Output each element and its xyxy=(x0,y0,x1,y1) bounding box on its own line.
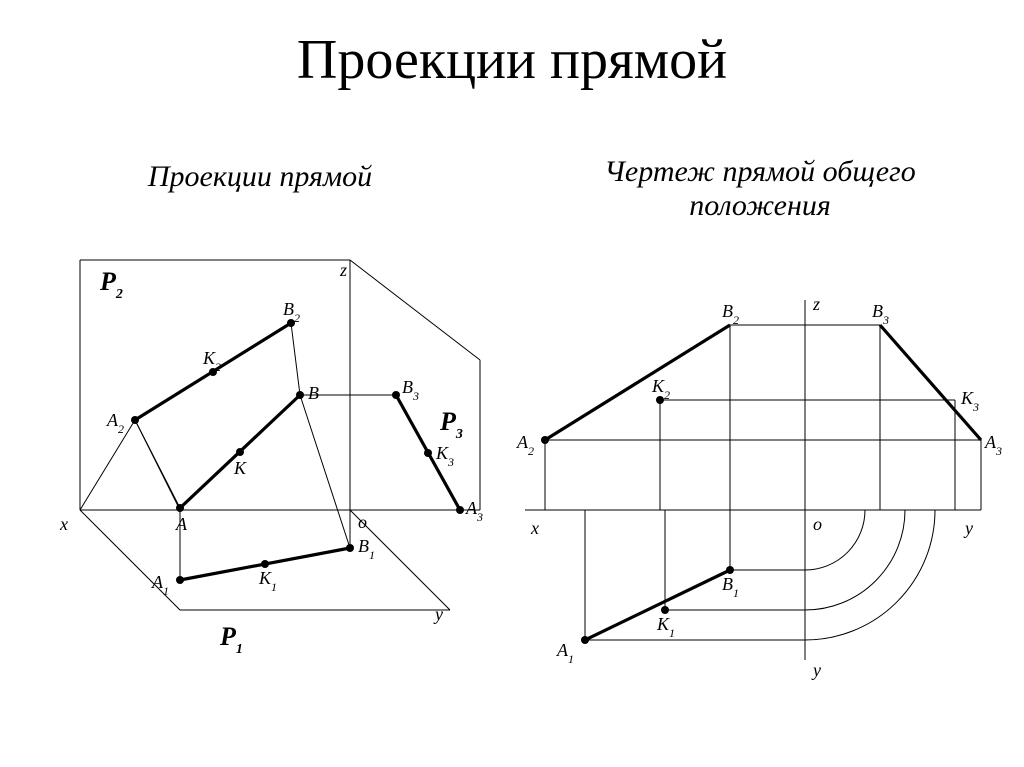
svg-text:y: y xyxy=(811,660,821,680)
svg-text:A: A xyxy=(175,514,188,534)
svg-text:y: y xyxy=(433,604,443,624)
svg-text:B3: B3 xyxy=(872,301,889,327)
svg-text:P3: P3 xyxy=(439,407,463,442)
left-subtitle: Проекции прямой xyxy=(60,160,460,194)
svg-text:P1: P1 xyxy=(219,622,243,657)
right-subtitle: Чертеж прямой общего положения xyxy=(540,155,980,223)
svg-text:K1: K1 xyxy=(656,614,675,640)
svg-text:о: о xyxy=(358,512,367,532)
svg-text:K3: K3 xyxy=(435,443,454,469)
svg-text:K1: K1 xyxy=(258,568,277,594)
left-diagram: xzyоP2P1P3ABKA1B1K1A2B2K2A3B3K3 xyxy=(40,240,490,700)
svg-text:z: z xyxy=(812,294,820,314)
svg-text:B: B xyxy=(308,383,319,403)
svg-text:P2: P2 xyxy=(99,267,123,302)
svg-text:K: K xyxy=(233,458,247,478)
page: Проекции прямой Проекции прямой Чертеж п… xyxy=(0,0,1024,767)
svg-text:K3: K3 xyxy=(960,388,979,414)
svg-text:x: x xyxy=(530,518,539,538)
svg-text:A2: A2 xyxy=(106,410,124,436)
svg-text:B2: B2 xyxy=(722,301,739,327)
svg-text:A1: A1 xyxy=(151,572,169,598)
svg-text:B3: B3 xyxy=(402,377,419,403)
svg-text:A1: A1 xyxy=(556,640,574,666)
main-title: Проекции прямой xyxy=(0,28,1024,92)
svg-text:A3: A3 xyxy=(984,432,1002,458)
right-diagram: xyzyоA2K2B2A1K1B1A3K3B3 xyxy=(505,260,1005,720)
svg-text:о: о xyxy=(813,514,822,534)
svg-text:z: z xyxy=(339,260,347,280)
svg-text:B1: B1 xyxy=(358,536,375,562)
svg-text:A2: A2 xyxy=(516,432,534,458)
svg-text:B1: B1 xyxy=(722,574,739,600)
svg-text:y: y xyxy=(963,518,973,538)
svg-text:x: x xyxy=(59,514,68,534)
